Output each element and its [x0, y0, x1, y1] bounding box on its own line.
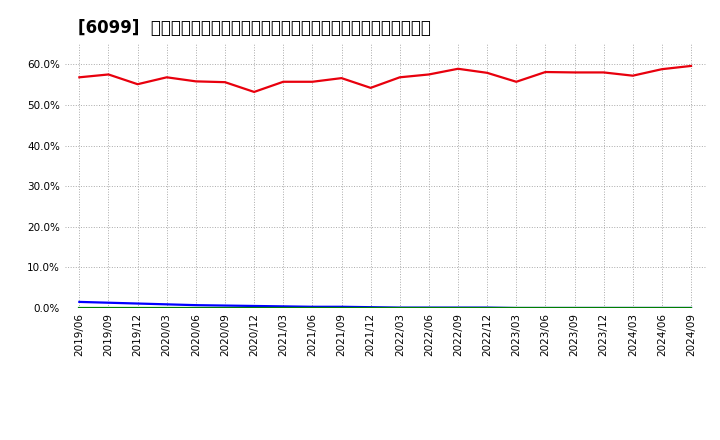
繰延税金資産 — [279, 305, 287, 310]
自己資本 — [454, 66, 462, 71]
繰延税金資産 — [454, 305, 462, 310]
のれん — [75, 299, 84, 304]
繰延税金資産 — [570, 305, 579, 310]
自己資本 — [483, 70, 492, 76]
繰延税金資産 — [599, 305, 608, 310]
Text: [6099]  自己資本、のれん、繰延税金資産の総資産に対する比率の推移: [6099] 自己資本、のれん、繰延税金資産の総資産に対する比率の推移 — [78, 19, 431, 37]
のれん — [104, 300, 113, 305]
のれん — [541, 305, 550, 311]
のれん — [163, 302, 171, 307]
繰延税金資産 — [687, 305, 696, 310]
のれん — [192, 303, 200, 308]
のれん — [366, 304, 375, 310]
繰延税金資産 — [512, 305, 521, 310]
のれん — [250, 303, 258, 308]
のれん — [687, 305, 696, 311]
のれん — [629, 305, 637, 311]
自己資本 — [308, 79, 317, 84]
自己資本 — [687, 63, 696, 69]
のれん — [308, 304, 317, 309]
繰延税金資産 — [75, 305, 84, 310]
繰延税金資産 — [133, 305, 142, 310]
繰延税金資産 — [308, 305, 317, 310]
自己資本 — [75, 75, 84, 80]
繰延税金資産 — [395, 305, 404, 310]
繰延税金資産 — [104, 305, 113, 310]
自己資本 — [599, 70, 608, 75]
のれん — [512, 305, 521, 311]
Legend: 自己資本, のれん, 繰延税金資産: 自己資本, のれん, 繰延税金資産 — [232, 437, 539, 440]
自己資本 — [395, 75, 404, 80]
繰延税金資産 — [250, 305, 258, 310]
のれん — [279, 304, 287, 309]
繰延税金資産 — [163, 305, 171, 310]
繰延税金資産 — [192, 305, 200, 310]
繰延税金資産 — [483, 305, 492, 310]
のれん — [483, 305, 492, 310]
自己資本 — [570, 70, 579, 75]
繰延税金資産 — [366, 305, 375, 310]
自己資本 — [657, 66, 666, 72]
Line: 自己資本: 自己資本 — [79, 66, 691, 92]
のれん — [337, 304, 346, 309]
のれん — [220, 303, 229, 308]
自己資本 — [512, 79, 521, 84]
のれん — [395, 305, 404, 310]
繰延税金資産 — [541, 305, 550, 310]
自己資本 — [192, 79, 200, 84]
自己資本 — [366, 85, 375, 91]
自己資本 — [163, 75, 171, 80]
自己資本 — [425, 72, 433, 77]
自己資本 — [279, 79, 287, 84]
繰延税金資産 — [657, 305, 666, 310]
のれん — [133, 301, 142, 306]
繰延税金資産 — [337, 305, 346, 310]
自己資本 — [250, 89, 258, 95]
のれん — [599, 305, 608, 311]
自己資本 — [337, 76, 346, 81]
のれん — [425, 305, 433, 310]
のれん — [570, 305, 579, 311]
のれん — [657, 305, 666, 311]
自己資本 — [220, 80, 229, 85]
のれん — [454, 305, 462, 310]
自己資本 — [629, 73, 637, 78]
Line: のれん: のれん — [79, 302, 691, 308]
繰延税金資産 — [220, 305, 229, 310]
自己資本 — [133, 81, 142, 87]
繰延税金資産 — [425, 305, 433, 310]
繰延税金資産 — [629, 305, 637, 310]
自己資本 — [541, 70, 550, 75]
自己資本 — [104, 72, 113, 77]
